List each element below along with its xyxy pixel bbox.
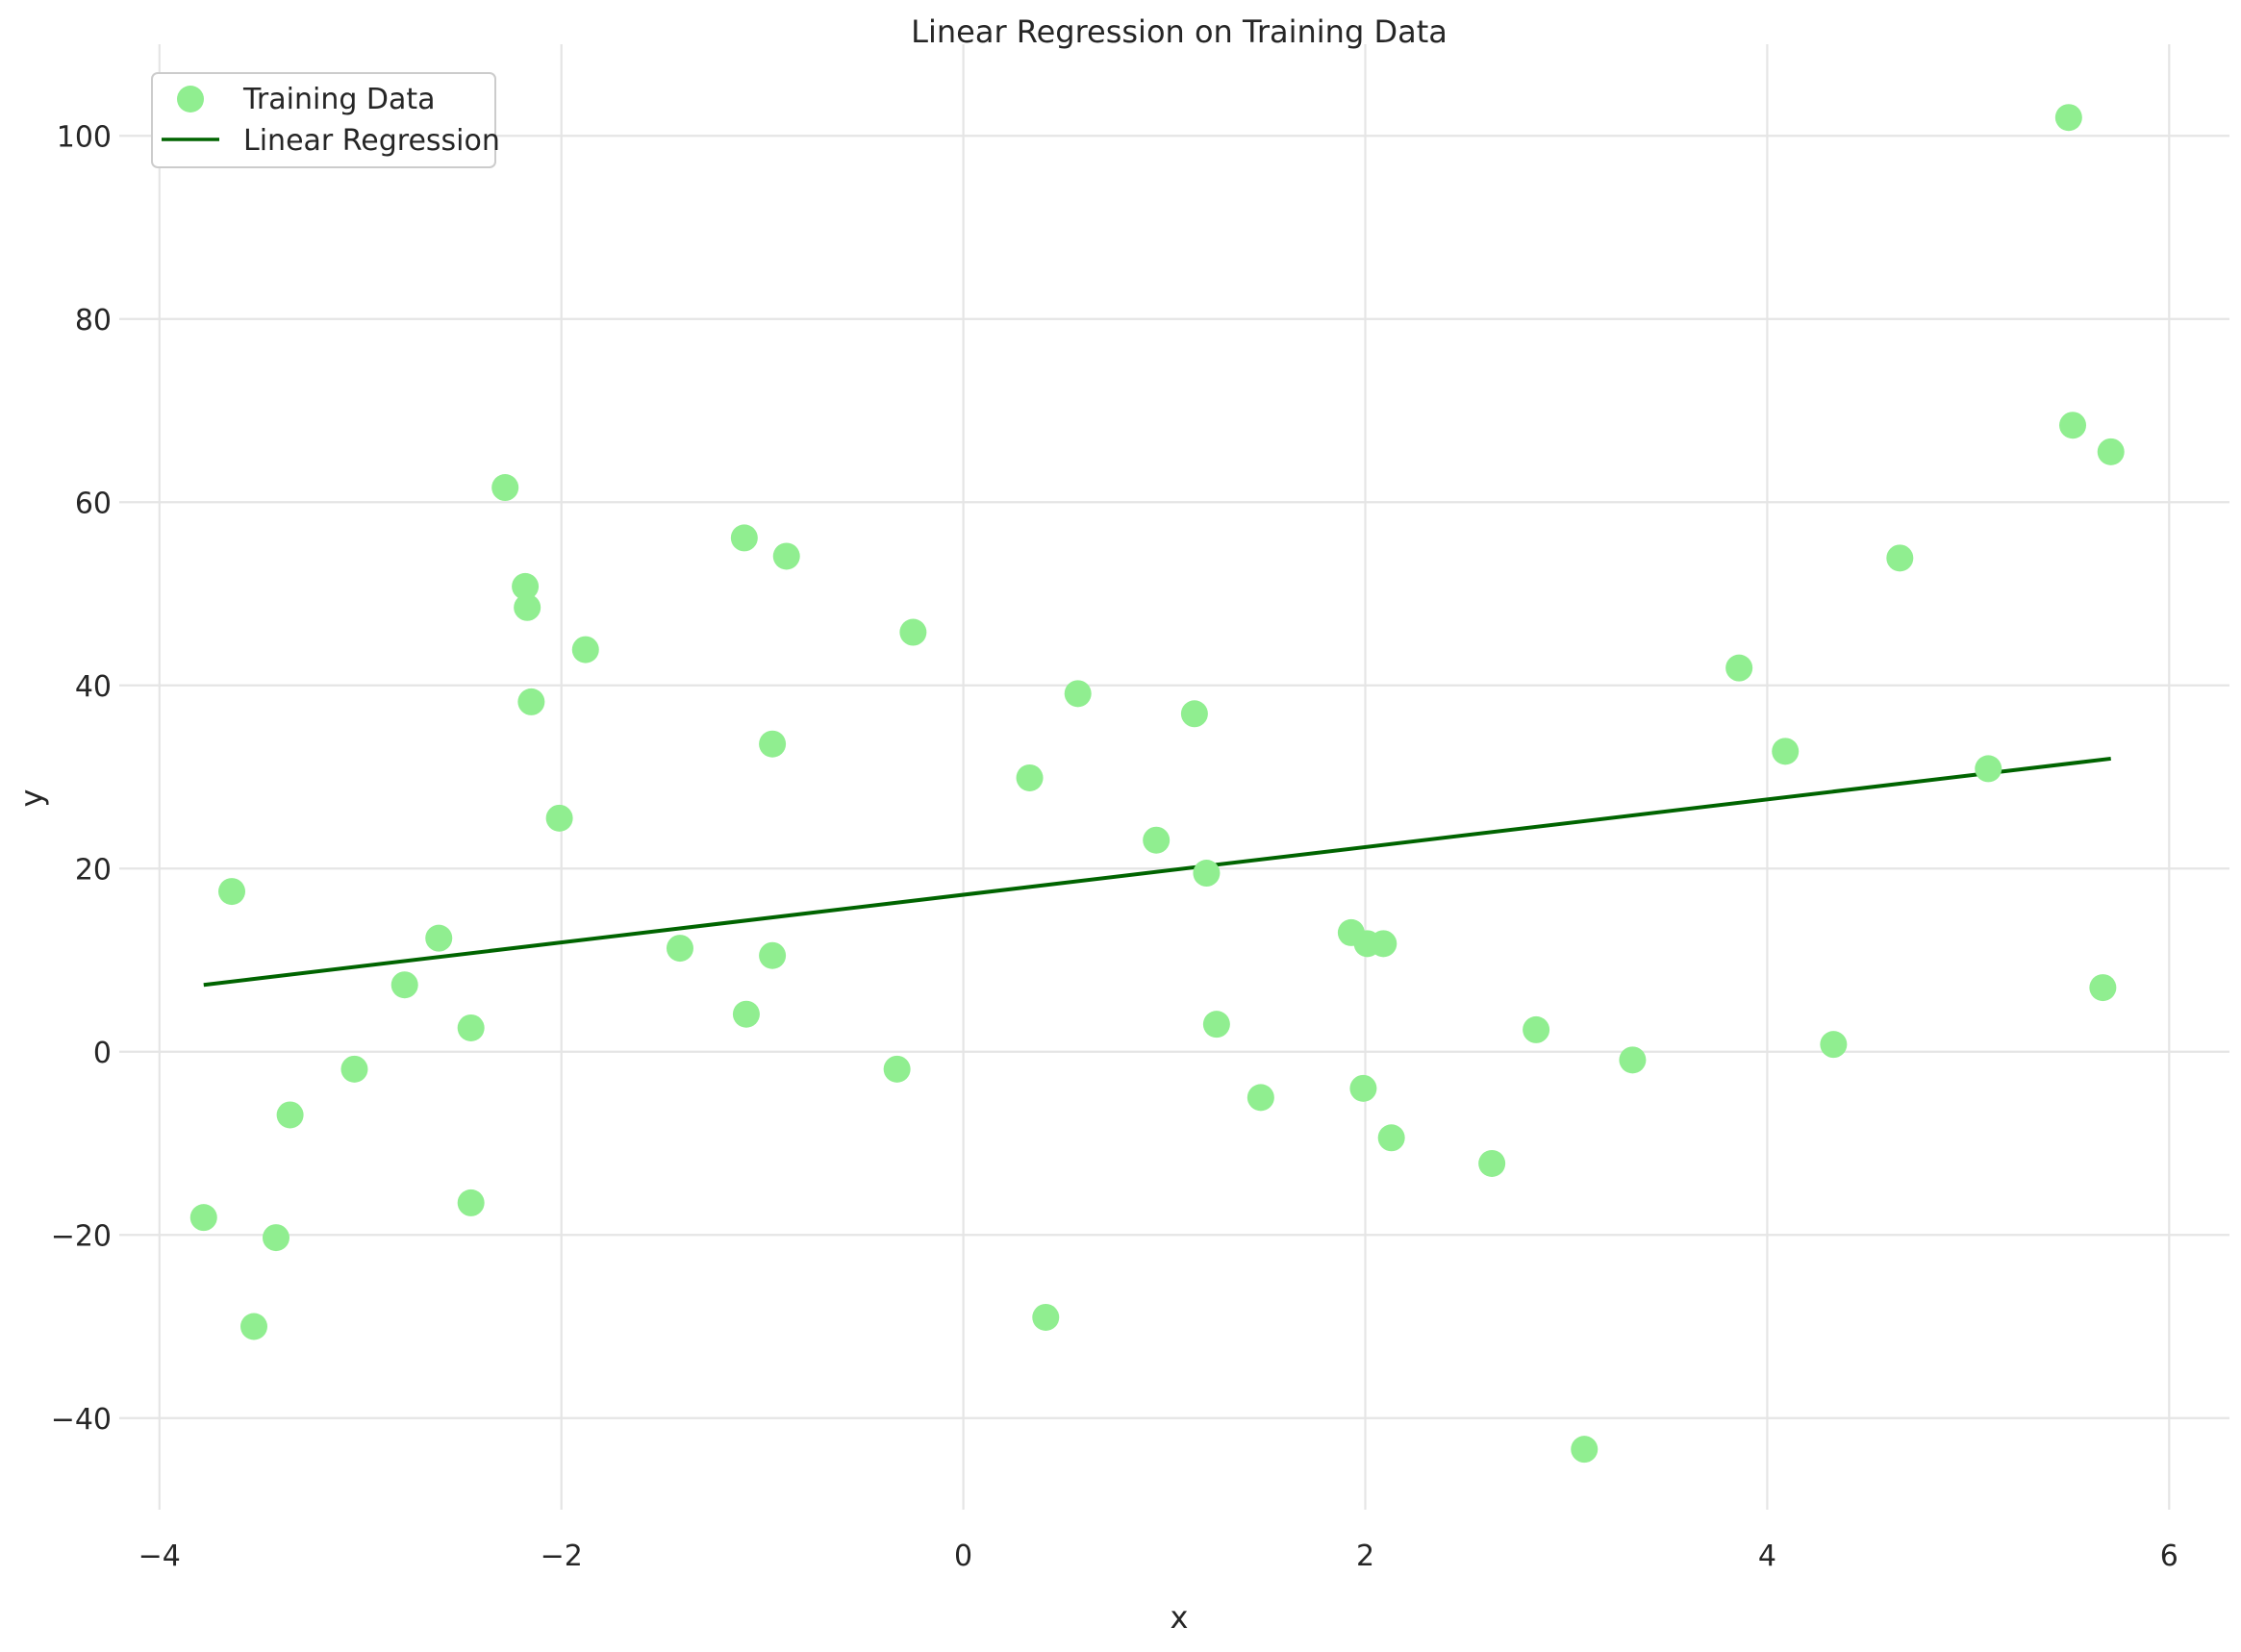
data-point <box>340 1055 368 1083</box>
y-axis-label: y <box>13 789 50 808</box>
regression-layer <box>203 756 2111 988</box>
y-tick-label: 0 <box>93 1037 112 1070</box>
data-point <box>512 572 540 600</box>
y-tick-label: −20 <box>51 1219 112 1253</box>
data-point <box>457 1014 485 1041</box>
data-point <box>218 878 246 906</box>
data-point <box>262 1224 290 1252</box>
data-point <box>1064 680 1092 708</box>
data-point <box>189 1204 217 1232</box>
data-point <box>1975 755 2002 783</box>
data-point <box>772 542 800 570</box>
data-point <box>2097 438 2125 465</box>
data-point <box>425 924 453 952</box>
data-point <box>1772 738 1800 765</box>
data-point <box>1820 1031 1848 1059</box>
data-point <box>1032 1303 1060 1331</box>
data-point <box>1193 860 1221 888</box>
x-tick-label: 4 <box>1758 1539 1776 1573</box>
grid <box>119 44 2229 1510</box>
data-point <box>2054 104 2082 132</box>
data-point <box>1886 544 1914 572</box>
data-point <box>883 1055 911 1083</box>
x-axis-label: x <box>1171 1599 1189 1636</box>
data-point <box>1246 1084 1274 1112</box>
legend-label-training-data: Training Data <box>242 83 436 116</box>
x-tick-label: −4 <box>138 1539 181 1573</box>
regression-line <box>203 756 2111 988</box>
data-point <box>1202 1011 1230 1039</box>
data-point <box>2059 412 2087 439</box>
data-point <box>276 1101 304 1129</box>
data-point <box>1180 700 1208 728</box>
data-point <box>491 474 519 502</box>
y-tick-label: 80 <box>75 304 112 338</box>
y-tick-label: 100 <box>57 120 112 154</box>
y-tick-label: 40 <box>75 670 112 704</box>
y-tick-label: 20 <box>75 853 112 887</box>
data-point <box>730 524 758 552</box>
x-tick-label: 0 <box>954 1539 972 1573</box>
data-point <box>514 593 541 621</box>
data-point <box>239 1313 267 1340</box>
data-point <box>571 636 599 663</box>
data-point <box>1523 1015 1550 1043</box>
data-point <box>666 935 693 963</box>
data-point <box>1619 1046 1647 1074</box>
data-point <box>1143 826 1171 854</box>
x-tick-label: −2 <box>541 1539 583 1573</box>
data-point <box>1016 763 1044 791</box>
x-tick-label: 2 <box>1356 1539 1374 1573</box>
data-points <box>189 104 2125 1464</box>
data-point <box>517 688 545 715</box>
data-point <box>1478 1149 1506 1177</box>
legend-frame <box>151 72 496 168</box>
data-point <box>390 971 418 999</box>
y-tick-label: 60 <box>75 487 112 520</box>
data-point <box>732 1000 760 1028</box>
chart-title: Linear Regression on Training Data <box>911 13 1448 50</box>
data-point <box>759 730 787 758</box>
data-point <box>1377 1124 1405 1152</box>
y-tick-label: −40 <box>51 1403 112 1437</box>
data-point <box>1571 1436 1599 1464</box>
data-point <box>1349 1074 1377 1102</box>
data-point <box>1370 930 1397 958</box>
data-point <box>2089 974 2117 1002</box>
data-point <box>1725 654 1753 682</box>
legend: Training Data Linear Regression <box>151 72 500 168</box>
legend-marker-training-data <box>177 86 204 113</box>
legend-label-linear-regression: Linear Regression <box>243 124 500 158</box>
data-point <box>457 1189 485 1216</box>
x-tick-label: 6 <box>2160 1539 2178 1573</box>
data-point <box>899 618 927 646</box>
data-point <box>759 941 787 969</box>
data-point <box>545 804 573 832</box>
